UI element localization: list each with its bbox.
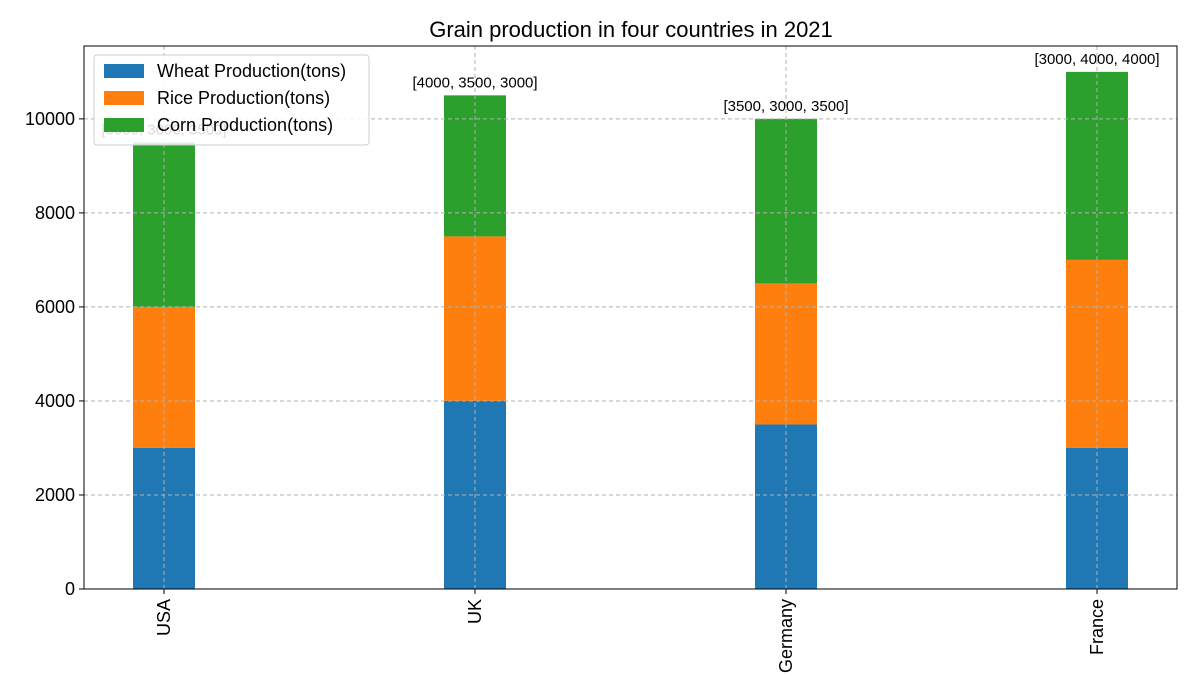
legend-entry-label: Corn Production(tons) xyxy=(157,115,333,135)
bars xyxy=(133,71,1128,589)
tick-labels: 0 2000 4000 6000 8000 10000 USA UK Germany France xyxy=(25,109,1107,673)
x-tick-label-germany: Germany xyxy=(776,599,796,673)
y-tick-label: 10000 xyxy=(25,109,75,129)
y-tick-label: 4000 xyxy=(35,391,75,411)
plot-frame xyxy=(83,45,1178,590)
bar-total-label-uk: [4000, 3500, 3000] xyxy=(412,74,537,91)
x-tick-label-usa: USA xyxy=(154,599,174,636)
x-tick-label-france: France xyxy=(1087,599,1107,655)
legend-entry-label: Rice Production(tons) xyxy=(157,88,330,108)
legend-swatch xyxy=(104,118,144,132)
chart-title: Grain production in four countries in 20… xyxy=(429,17,833,42)
bar-total-label-france: [3000, 4000, 4000] xyxy=(1034,51,1159,68)
y-tick-label: 6000 xyxy=(35,297,75,317)
legend-entry-label: Wheat Production(tons) xyxy=(157,61,346,81)
bar-total-label-germany: [3500, 3000, 3500] xyxy=(723,98,848,115)
y-tick-label: 0 xyxy=(65,579,75,599)
legend-swatch xyxy=(104,64,144,78)
bar-germany-wheat xyxy=(755,424,817,589)
axes xyxy=(79,45,1178,594)
y-tick-label: 8000 xyxy=(35,203,75,223)
legend: Wheat Production(tons) Rice Production(to… xyxy=(93,54,370,146)
legend-box xyxy=(93,54,370,146)
x-tick-label-uk: UK xyxy=(465,599,485,624)
legend-swatch xyxy=(104,91,144,105)
y-tick-label: 2000 xyxy=(35,485,75,505)
